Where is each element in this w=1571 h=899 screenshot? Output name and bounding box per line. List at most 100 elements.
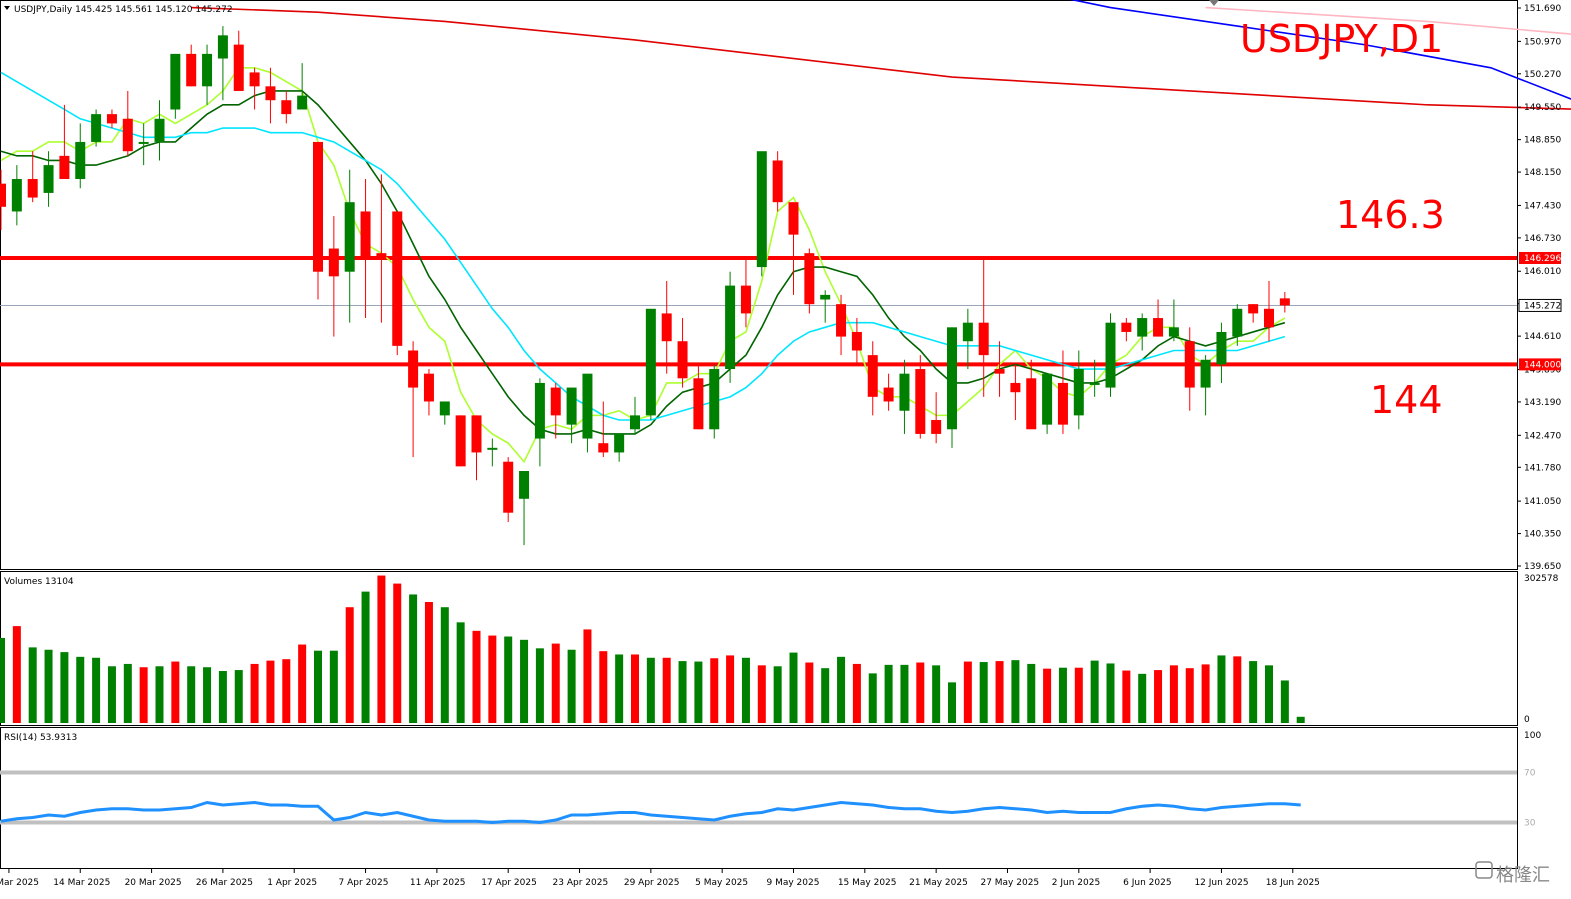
candle-body [677, 341, 688, 379]
volume-bar-44 [694, 661, 703, 723]
candle-body [233, 44, 244, 91]
volume-bar-37 [583, 629, 592, 723]
candle-body [1042, 373, 1053, 425]
date-tick-label: 2 Jun 2025 [1052, 878, 1100, 888]
rsi-tick-label: 70 [1524, 769, 1536, 779]
price-tick-label: 148.850 [1524, 136, 1561, 146]
volume-bar-56 [884, 664, 893, 723]
candle-61 [962, 308, 973, 370]
volume-bar-41 [646, 657, 655, 723]
candle-body [994, 369, 1005, 374]
candle-body [122, 118, 133, 152]
candle-body [75, 141, 86, 180]
candle-32 [503, 457, 514, 522]
candle-body [1010, 382, 1021, 393]
candle-80 [1264, 280, 1274, 342]
candle-70 [1105, 313, 1116, 397]
date-tick-label: 27 May 2025 [980, 878, 1039, 888]
volume-bar-24 [377, 575, 386, 723]
volume-bar-10 [155, 666, 164, 723]
candle-body [408, 350, 419, 388]
support-label: 144 [1370, 378, 1443, 422]
candle-body [566, 387, 577, 425]
candle-6 [91, 109, 102, 147]
candle-2 [27, 151, 38, 203]
moving-average-ma_light [0, 66, 1286, 464]
candle-body [836, 304, 847, 337]
candle-66 [1042, 373, 1053, 434]
candle-body [1073, 369, 1084, 416]
rsi-title: RSI(14) 53.9313 [4, 733, 77, 743]
candle-21 [328, 216, 339, 337]
volume-bar-48 [757, 665, 766, 723]
date-tick-label: 12 Jun 2025 [1194, 878, 1248, 888]
volume-bar-30 [472, 630, 481, 723]
candle-50 [788, 202, 799, 295]
candle-74 [1168, 299, 1179, 342]
volume-bar-67 [1058, 667, 1067, 723]
candle-body [91, 114, 102, 142]
volume-bar-13 [203, 667, 212, 723]
candle-body [725, 285, 736, 370]
volume-bar-49 [773, 666, 782, 723]
moving-average-ma_red [191, 6, 1571, 110]
moving-average-ma_dark [0, 90, 1286, 435]
candle-body [423, 373, 434, 402]
volume-bar-29 [456, 622, 465, 723]
candle-body [328, 248, 339, 277]
candle-body [27, 179, 38, 198]
candle-body [217, 35, 228, 59]
price-tick-label: 143.890 [1524, 365, 1561, 375]
volume-bar-38 [599, 651, 608, 723]
date-tick-label: 17 Apr 2025 [481, 878, 537, 888]
dropdown-triangle-icon[interactable] [4, 6, 10, 10]
candle-1 [11, 165, 22, 226]
candle-body [503, 461, 514, 513]
candle-64 [1010, 364, 1021, 421]
volume-tick-label: 0 [1524, 715, 1530, 725]
candle-17 [265, 67, 276, 124]
date-tick-label: 9 May 2025 [767, 878, 820, 888]
rsi-tick-label: 30 [1524, 819, 1536, 829]
symbol-title: USDJPY,D1 [1240, 17, 1443, 61]
candle-body [1200, 359, 1211, 388]
date-tick-label: 14 Mar 2025 [53, 878, 110, 888]
candle-37 [582, 373, 593, 453]
volume-bar-80 [1265, 665, 1273, 723]
candle-body [313, 141, 323, 272]
volume-bar-66 [1043, 668, 1052, 723]
date-tick-label: 7 Apr 2025 [339, 878, 389, 888]
candle-body [186, 53, 197, 87]
moving-average-ma_pink [1205, 6, 1571, 35]
price-tick-label: 141.050 [1524, 497, 1561, 507]
volume-bar-31 [488, 635, 497, 723]
sr-price-tag-text: 144.000 [1524, 360, 1561, 370]
volume-bar-22 [345, 607, 354, 723]
date-tick-label: 23 Apr 2025 [553, 878, 609, 888]
candle-31 [487, 438, 498, 467]
scroll-marker-icon[interactable] [1209, 0, 1219, 6]
volume-bar-18 [282, 659, 291, 723]
candle-body [851, 331, 862, 351]
candle-body [772, 160, 783, 203]
volume-bar-32 [504, 636, 513, 723]
candle-29 [455, 415, 466, 467]
volume-bar-15 [234, 670, 243, 723]
volume-bar-40 [631, 654, 639, 723]
candle-body [1279, 298, 1290, 306]
resistance-label: 146.3 [1336, 193, 1445, 237]
candle-45 [709, 364, 720, 439]
volume-title: Volumes 13104 [4, 577, 74, 587]
candle-body [1026, 378, 1037, 430]
candle-body [788, 202, 799, 235]
volume-bar-77 [1217, 655, 1226, 723]
candle-body [693, 378, 704, 430]
volume-bar-25 [393, 583, 402, 723]
candle-body [11, 179, 22, 212]
volume-bar-69 [1090, 660, 1099, 723]
price-tick-label: 150.270 [1524, 70, 1561, 80]
candle-67 [1057, 350, 1068, 434]
volume-bar-42 [662, 657, 671, 723]
candle-81 [1279, 292, 1290, 313]
